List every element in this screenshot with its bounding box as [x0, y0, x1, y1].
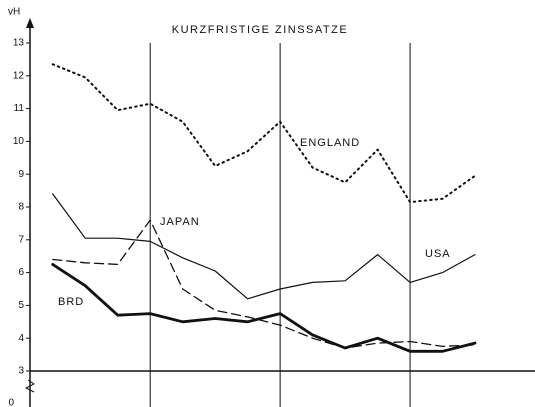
y-tick-label: 10: [13, 136, 25, 147]
series-label: JAPAN: [160, 216, 200, 228]
series-line: [52, 219, 476, 349]
axis-break: [24, 379, 35, 393]
series-label: ENGLAND: [300, 137, 360, 149]
y-break-label: 0: [8, 398, 14, 407]
series-label: BRD: [58, 296, 84, 308]
y-axis-label: vH: [8, 7, 20, 18]
y-tick-label: 3: [18, 366, 24, 377]
y-tick-label: 4: [18, 333, 24, 344]
y-tick-label: 6: [18, 267, 24, 278]
y-axis-arrow: [26, 18, 34, 28]
y-tick-label: 11: [14, 103, 25, 114]
series-label: USA: [425, 248, 451, 260]
y-tick-label: 13: [13, 38, 25, 49]
y-tick-label: 5: [18, 300, 24, 311]
series-line: [52, 193, 476, 300]
series-line: [51, 263, 477, 353]
y-tick-label: 8: [18, 202, 24, 213]
y-tick-label: 9: [18, 169, 24, 180]
series-line: [51, 63, 476, 204]
chart-title: KURZFRISTIGE ZINSSATZE: [172, 24, 348, 36]
y-tick-label: 12: [13, 70, 25, 81]
y-tick-label: 7: [18, 234, 24, 245]
